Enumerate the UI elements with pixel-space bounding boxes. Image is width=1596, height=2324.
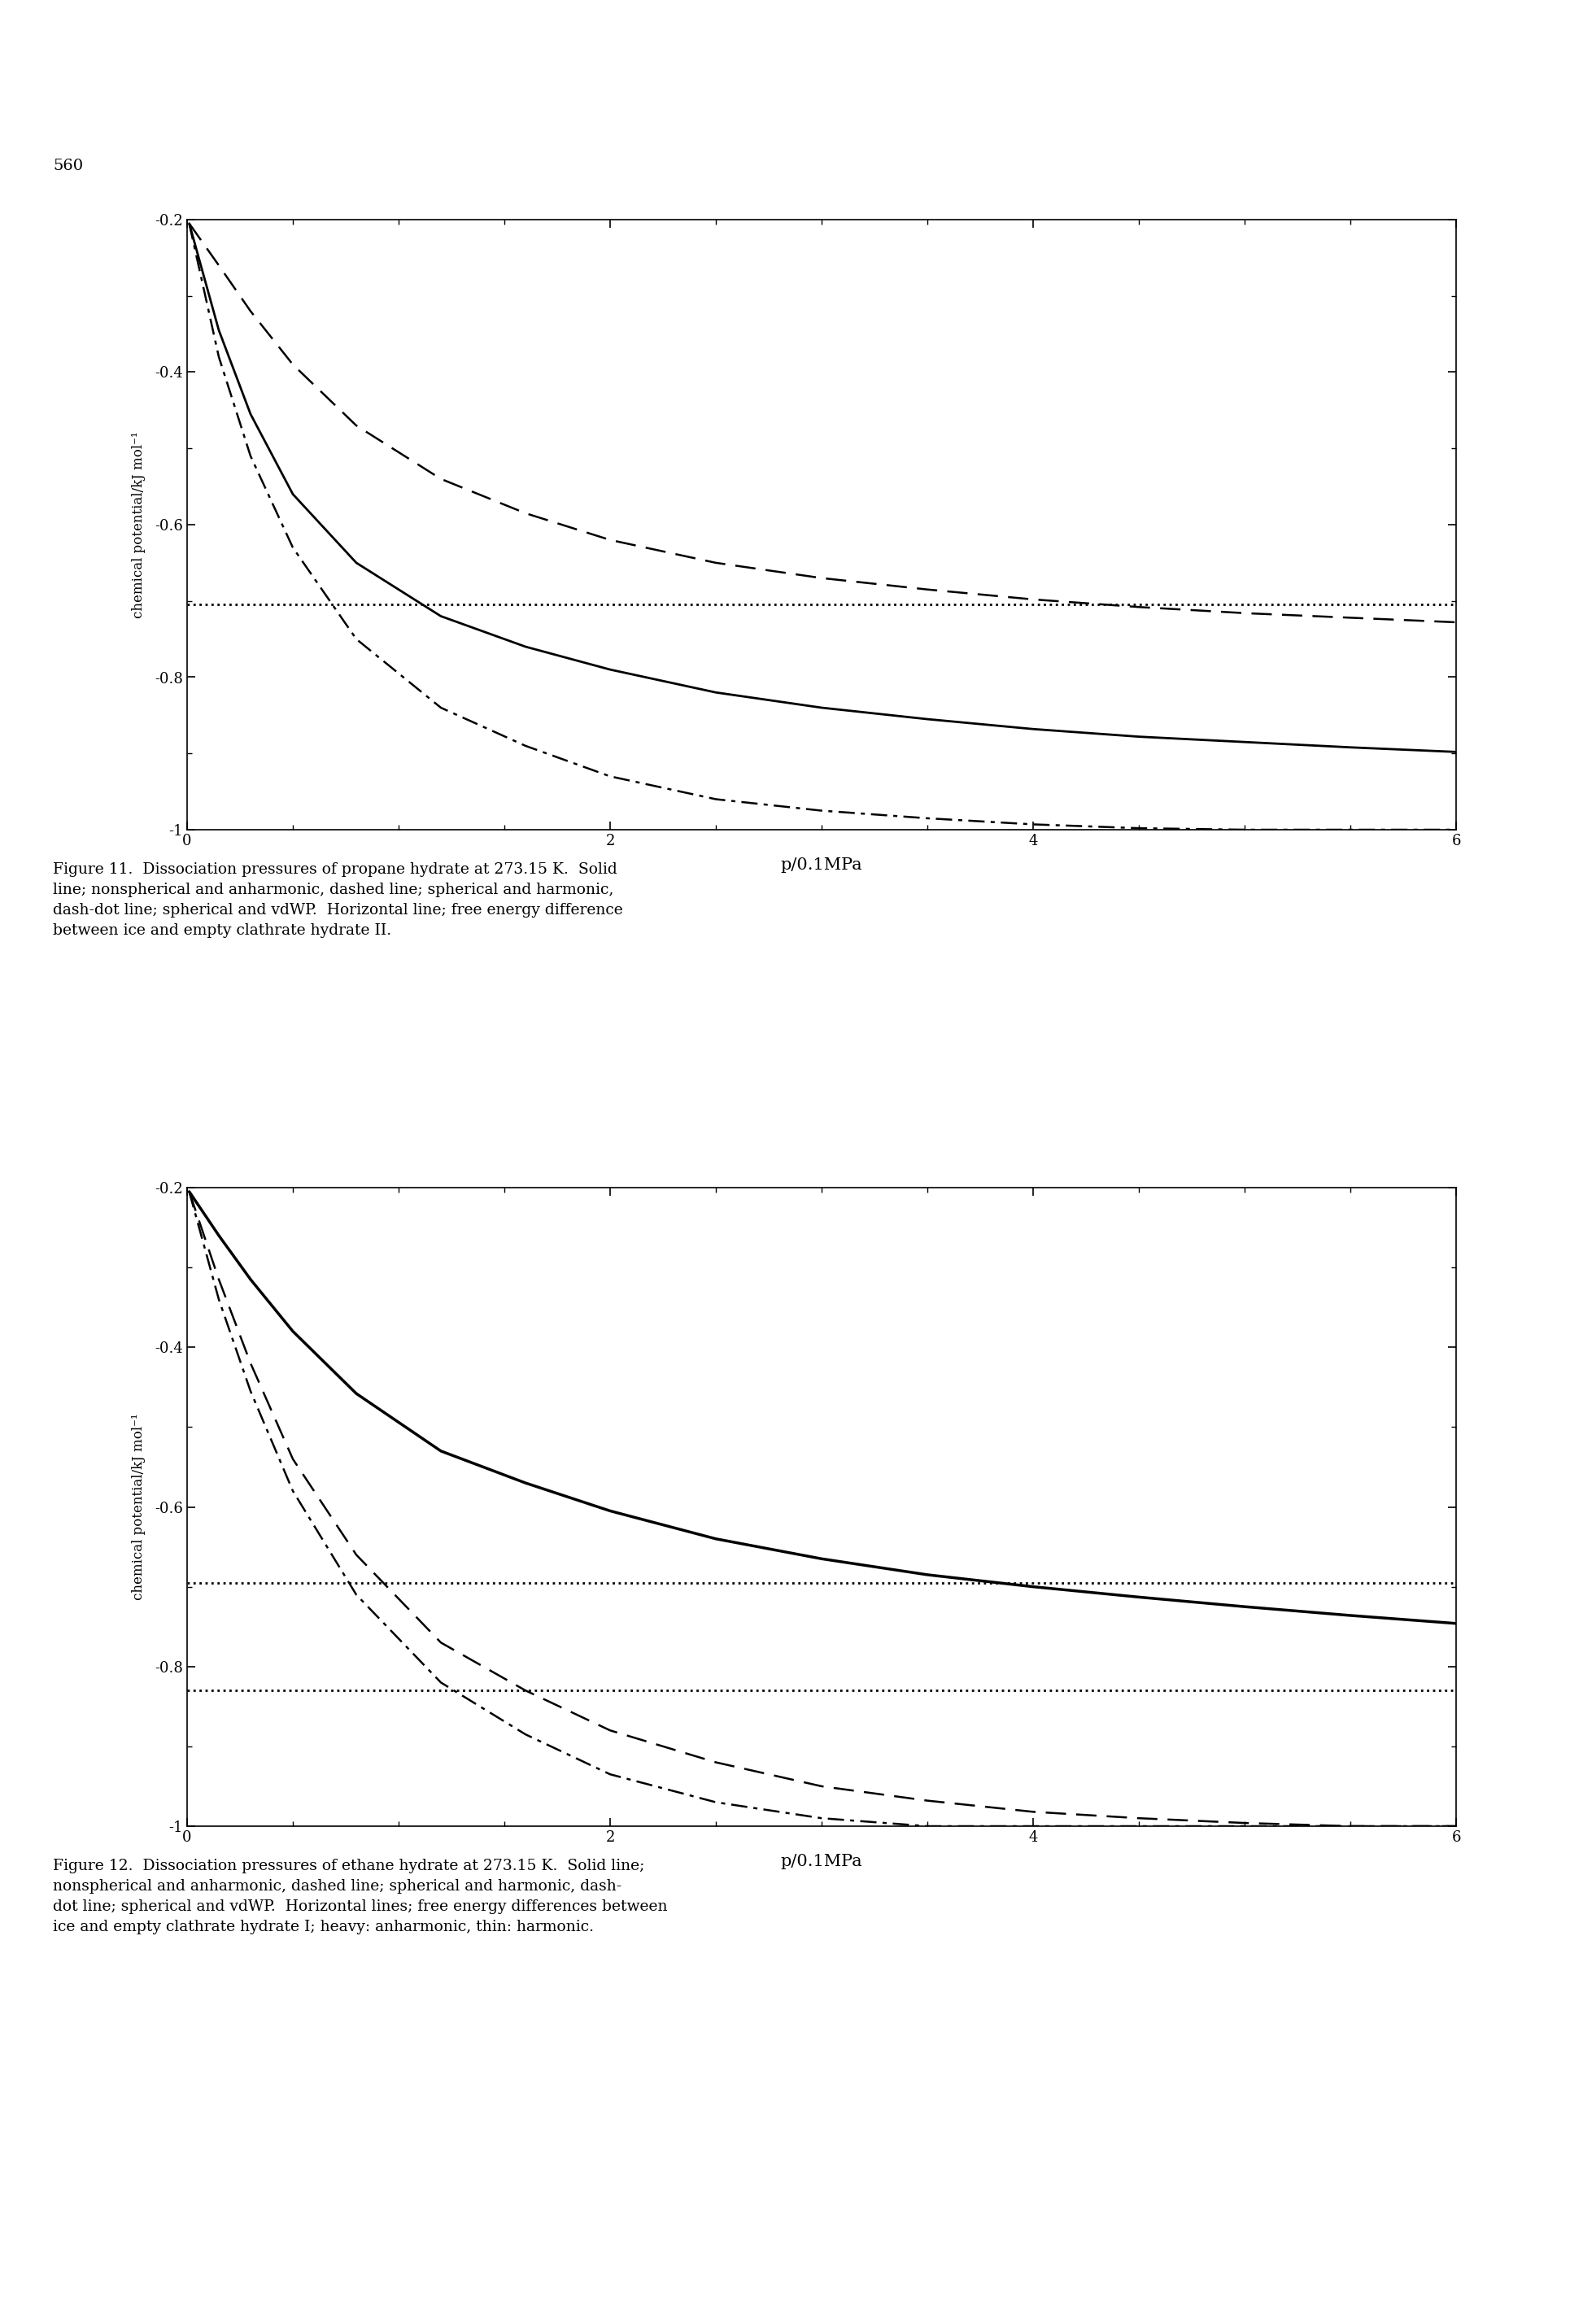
- Y-axis label: chemical potential/kJ mol⁻¹: chemical potential/kJ mol⁻¹: [132, 1413, 145, 1601]
- Y-axis label: chemical potential/kJ mol⁻¹: chemical potential/kJ mol⁻¹: [132, 432, 145, 618]
- X-axis label: p/0.1MPa: p/0.1MPa: [780, 858, 862, 874]
- Text: 560: 560: [53, 158, 83, 174]
- Text: Figure 12.  Dissociation pressures of ethane hydrate at 273.15 K.  Solid line;
n: Figure 12. Dissociation pressures of eth…: [53, 1859, 667, 1934]
- X-axis label: p/0.1MPa: p/0.1MPa: [780, 1855, 862, 1868]
- Text: Figure 11.  Dissociation pressures of propane hydrate at 273.15 K.  Solid
line; : Figure 11. Dissociation pressures of pro…: [53, 862, 622, 939]
